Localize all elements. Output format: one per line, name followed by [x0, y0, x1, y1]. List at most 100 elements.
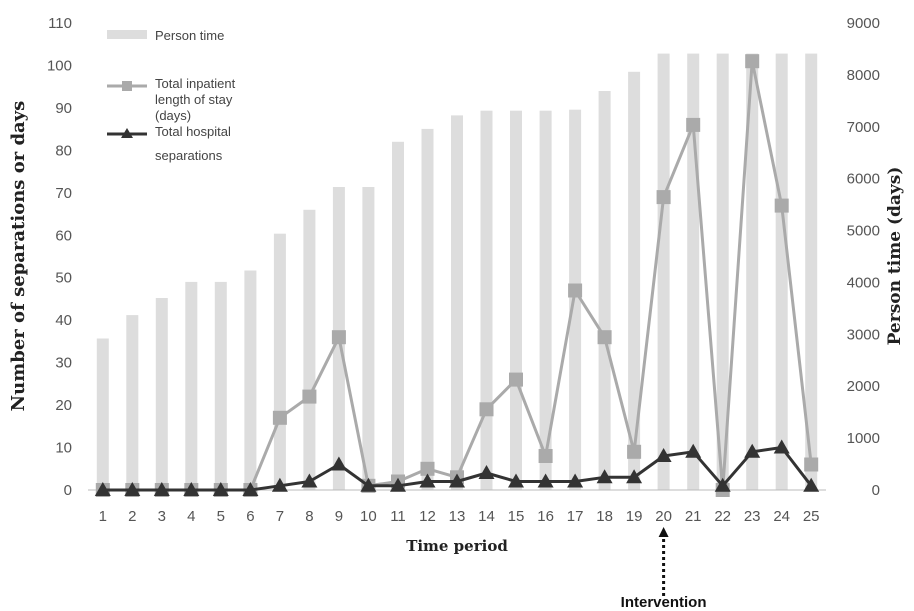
right-y-tick-label: 5000 [847, 223, 880, 240]
x-tick-label: 10 [360, 508, 377, 525]
person-time-bar [598, 91, 611, 490]
legend-swatch-person-time [107, 30, 147, 39]
x-tick-label: 1 [99, 508, 107, 525]
person-time-bar [362, 187, 375, 490]
separations-point [153, 482, 170, 496]
length-of-stay-point [420, 461, 435, 476]
length-of-stay-point [686, 117, 701, 132]
separations-point [124, 482, 141, 496]
left-y-tick-label: 70 [55, 185, 72, 202]
right-y-tick-label: 4000 [847, 274, 880, 291]
person-time-bar [657, 53, 670, 490]
left-y-axis-title: Number of separations or days [8, 101, 29, 412]
right-y-tick-label: 7000 [847, 119, 880, 136]
left-y-tick-label: 0 [64, 482, 72, 499]
person-time-bar [539, 110, 552, 490]
person-time-bar [716, 53, 729, 490]
separations-point [419, 473, 436, 488]
person-time-bar [451, 115, 463, 491]
x-tick-label: 15 [508, 508, 525, 525]
separations-point [183, 482, 200, 496]
right-y-axis-ticks: 0 1000 2000 3000 4000 5000 6000 7000 8000 9000 [847, 15, 880, 499]
person-time-bar [510, 110, 522, 490]
x-tick-label: 24 [773, 508, 790, 525]
x-tick-label: 2 [128, 508, 136, 525]
x-tick-label: 6 [246, 508, 254, 525]
person-time-bar [628, 71, 641, 491]
person-time-bar [746, 53, 759, 490]
right-y-tick-label: 3000 [847, 326, 880, 343]
x-tick-label: 11 [390, 508, 406, 525]
legend-label-los-2: length of stay [155, 92, 233, 107]
x-tick-label: 22 [714, 508, 731, 525]
x-tick-label: 8 [305, 508, 313, 525]
legend-label-los-3: (days) [155, 108, 191, 123]
right-y-tick-label: 8000 [847, 67, 880, 84]
legend-swatch-separations-marker [121, 128, 133, 138]
separations-point [655, 448, 672, 462]
length-of-stay-point [331, 330, 346, 345]
x-tick-label: 4 [187, 508, 195, 525]
x-tick-label: 21 [685, 508, 702, 525]
right-y-tick-label: 9000 [847, 15, 880, 32]
x-tick-label: 13 [449, 508, 466, 525]
separations-point [330, 456, 347, 471]
person-time-bar [480, 110, 493, 490]
x-tick-label: 19 [626, 508, 643, 525]
separations-point [449, 473, 465, 488]
left-y-tick-label: 110 [48, 15, 72, 32]
person-time-bar [96, 338, 109, 490]
right-y-tick-label: 1000 [847, 430, 880, 447]
x-axis-title: Time period [406, 537, 508, 555]
left-y-tick-label: 100 [47, 58, 72, 75]
person-time-bar [185, 281, 198, 490]
intervention-label: Intervention [621, 594, 707, 611]
separations-point [803, 477, 820, 492]
x-tick-label: 20 [655, 508, 672, 525]
legend-label-person-time: Person time [155, 28, 224, 43]
legend-label-separations-2: separations [155, 148, 223, 163]
x-tick-label: 23 [744, 508, 761, 525]
separations-point [567, 473, 584, 488]
x-axis-ticks: 1 2 3 4 5 6 7 8 9 10 11 12 13 14 15 16 17 18 19 20 21 22 23 24 2… [99, 508, 820, 525]
person-time-bar [805, 53, 818, 490]
person-time-bar [244, 270, 257, 490]
person-time-bar [214, 281, 227, 490]
intervention-annotation: Intervention [621, 527, 707, 611]
legend-swatch-los-marker [122, 81, 132, 91]
person-time-bar [273, 233, 286, 490]
left-y-tick-label: 80 [55, 142, 72, 159]
x-tick-label: 12 [419, 508, 436, 525]
x-tick-label: 9 [335, 508, 343, 525]
person-time-bar [421, 128, 434, 490]
length-of-stay-point [509, 372, 523, 387]
left-y-tick-label: 60 [55, 227, 72, 244]
separations-point [744, 443, 761, 458]
legend-label-los-1: Total inpatient [155, 76, 236, 91]
separations-point [773, 439, 790, 454]
left-y-tick-label: 20 [55, 397, 72, 414]
length-of-stay-point [568, 283, 583, 298]
length-of-stay-point [597, 330, 612, 345]
left-y-tick-label: 10 [55, 440, 72, 457]
right-y-tick-label: 6000 [847, 171, 880, 188]
separations-point [508, 473, 524, 488]
left-y-tick-label: 40 [55, 312, 72, 329]
left-y-tick-label: 30 [55, 355, 72, 372]
person-time-bar [155, 298, 168, 490]
person-time-bar [775, 53, 788, 490]
separations-point [94, 482, 111, 496]
legend: Person time Total inpatient length of st… [107, 28, 236, 163]
separations-point [596, 469, 613, 484]
right-y-tick-label: 2000 [847, 378, 880, 395]
person-time-bars [96, 53, 818, 491]
left-y-axis-ticks: 0 10 20 30 40 50 60 70 80 90 100 110 [47, 15, 72, 499]
separations-point [478, 465, 495, 479]
length-of-stay-point [774, 198, 789, 213]
length-of-stay-point [745, 54, 760, 69]
x-tick-label: 5 [217, 508, 225, 525]
length-of-stay-point [272, 410, 287, 425]
length-of-stay-point [302, 389, 317, 404]
separations-point [537, 473, 554, 488]
